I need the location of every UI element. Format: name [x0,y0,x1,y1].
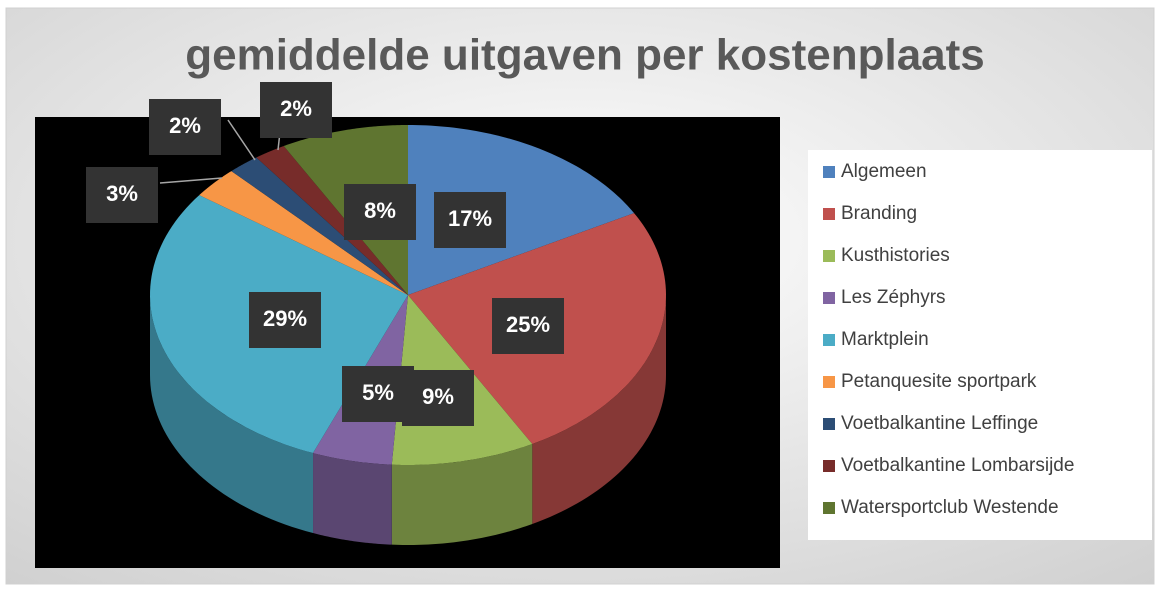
data-label: 17% [448,206,492,231]
data-label: 5% [362,380,394,405]
legend-swatch [823,334,835,346]
data-label-box [434,192,506,248]
pie-side [150,295,314,534]
data-label-box [344,184,416,240]
legend-label: Watersportclub Westende [841,497,1059,518]
legend-swatch [823,418,835,430]
data-label-box [260,82,332,138]
legend-swatch [823,166,835,178]
leader-line [159,177,223,184]
pie-side [313,453,392,545]
pie-slice [199,171,408,295]
data-label: 2% [169,113,201,138]
data-label: 29% [263,306,307,331]
legend [808,150,1152,540]
pie-side [532,295,666,524]
legend-swatch [823,376,835,388]
legend-swatch [823,208,835,220]
legend-label: Petanquesite sportpark [841,371,1037,392]
data-label-box [249,292,321,348]
legend-label: Algemeen [841,161,927,182]
legend-label: Kusthistories [841,245,950,266]
legend-label: Branding [841,203,917,224]
leader-line [227,119,256,161]
legend-swatch [823,292,835,304]
data-label-box [492,298,564,354]
legend-swatch [823,250,835,262]
data-label: 3% [106,181,138,206]
legend-label: Marktplein [841,329,929,350]
data-label-box [149,99,221,155]
data-label: 9% [422,384,454,409]
data-label: 25% [506,312,550,337]
data-label: 2% [280,96,312,121]
data-label-box [86,167,158,223]
legend-label: Voetbalkantine Leffinge [841,413,1038,434]
pie-side [391,443,533,545]
pie-slice [408,125,635,295]
legend-label: Voetbalkantine Lombarsijde [841,455,1074,476]
legend-swatch [823,460,835,472]
pie-slice [231,157,408,295]
data-label-box [342,366,414,422]
chart-title: gemiddelde uitgaven per kostenplaats [185,31,985,80]
data-label: 8% [364,198,396,223]
pie-slice [256,146,408,295]
legend-swatch [823,502,835,514]
legend-label: Les Zéphyrs [841,287,946,308]
